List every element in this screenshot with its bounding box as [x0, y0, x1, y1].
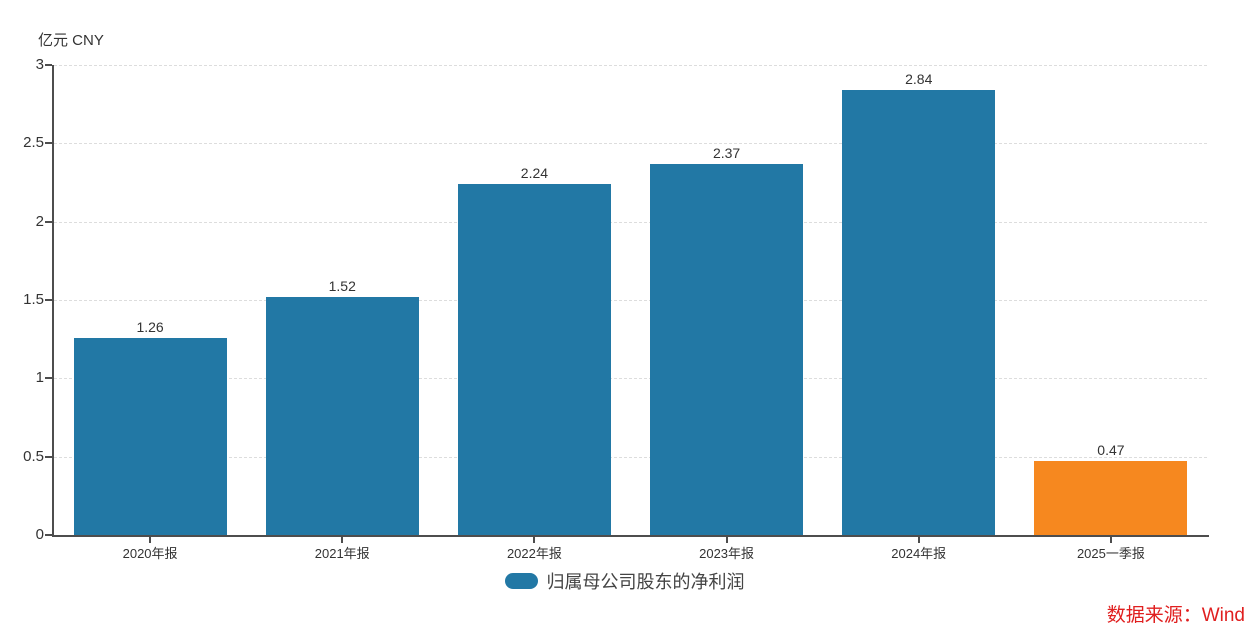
y-axis-tick-label: 3: [35, 56, 44, 73]
y-axis-tick-label: 2: [35, 212, 44, 230]
x-axis-tick-label: 2024年报: [891, 546, 947, 561]
legend-label: 归属母公司股东的净利润: [546, 572, 745, 592]
x-axis-tick: [149, 537, 152, 543]
y-axis-unit-label: 亿元 CNY: [38, 32, 104, 49]
bar-2025一季报[interactable]: [1034, 461, 1188, 535]
bar-2022年报[interactable]: [457, 184, 611, 535]
x-axis-tick: [725, 537, 728, 543]
y-axis-tick: [45, 455, 52, 458]
bar-2021年报[interactable]: [265, 296, 419, 535]
bar-value-label: 1.26: [136, 318, 164, 335]
y-axis-tick: [45, 142, 52, 145]
x-axis-tick-label: 2022年报: [506, 546, 562, 561]
x-axis-tick: [917, 537, 920, 543]
x-axis-line: [52, 535, 1209, 537]
y-axis-tick-label: 0: [35, 526, 44, 543]
x-axis-tick: [1109, 537, 1112, 543]
y-axis-tick: [45, 534, 52, 536]
y-axis-tick: [45, 377, 52, 380]
bar-value-label: 0.47: [1097, 442, 1125, 459]
x-axis-tick-label: 2020年报: [122, 546, 178, 561]
bar-value-label: 2.24: [520, 165, 549, 182]
data-source-label: 数据来源：Wind: [1106, 605, 1245, 626]
y-axis-tick-label: 1.5: [23, 291, 44, 308]
x-axis-tick-label: 2021年报: [314, 546, 370, 561]
gridline: [54, 378, 1207, 380]
legend-swatch: [504, 573, 538, 589]
plot-area: 0 0.5 1 1.5 2 2.5 3 1.26 2020年报 1.52 2021年报 2.24 202…: [23, 56, 1209, 561]
bar-2020年报[interactable]: [73, 337, 227, 535]
bar-value-label: 2.37: [712, 144, 741, 161]
bar-2023年报[interactable]: [650, 163, 804, 535]
gridline: [54, 65, 1207, 66]
bar-value-label: 2.84: [905, 71, 933, 88]
y-axis-line: [52, 65, 54, 537]
gridline: [54, 456, 1207, 458]
y-axis-tick: [45, 64, 52, 66]
y-axis-tick-label: 2.5: [23, 134, 44, 152]
y-axis-tick: [45, 299, 52, 301]
x-axis-tick: [341, 537, 344, 543]
x-axis-tick-label: 2025一季报: [1076, 546, 1145, 561]
gridline: [54, 300, 1207, 301]
y-axis-tick-label: 1: [35, 369, 44, 387]
bar-value-label: 1.52: [328, 277, 356, 294]
legend-item-net-profit[interactable]: 归属母公司股东的净利润: [0, 568, 1249, 594]
x-axis-tick: [533, 537, 536, 543]
y-axis-tick-label: 0.5: [23, 447, 44, 465]
gridline: [54, 221, 1207, 223]
y-axis-tick: [45, 220, 52, 223]
gridline: [54, 143, 1207, 145]
bar-2024年报[interactable]: [842, 90, 996, 535]
x-axis-tick-label: 2023年报: [699, 546, 755, 561]
